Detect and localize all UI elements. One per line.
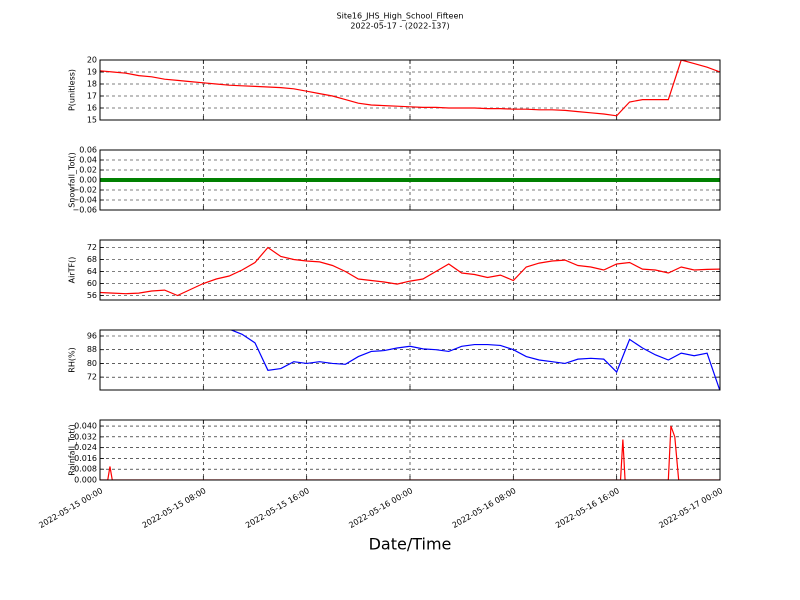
y-tick-label: 0.000 [74, 476, 97, 485]
axes-frame [99, 59, 721, 121]
y-tick-label: 68 [87, 255, 97, 264]
axes-frame [99, 329, 721, 391]
axes-frame [99, 149, 721, 211]
y-tick-label: 0.024 [74, 443, 97, 452]
y-tick-label: 15 [87, 116, 97, 125]
y-tick-label: −0.06 [72, 206, 97, 215]
y-tick-label: 96 [87, 332, 97, 341]
plot-area [100, 425, 720, 480]
axes-frame [99, 239, 721, 301]
y-tick-label: 0.032 [74, 432, 97, 441]
y-tick-label: −0.02 [72, 186, 97, 195]
y-tick-label: 0.008 [74, 465, 97, 474]
y-tick-label: 60 [87, 279, 97, 288]
data-line [100, 60, 720, 117]
y-tick-label: 17 [87, 92, 97, 101]
y-tick-label: 0.00 [79, 176, 97, 185]
y-tick-label: 56 [87, 291, 97, 300]
y-axis-label: P(unitless) [68, 69, 77, 111]
y-tick-label: 0.04 [79, 156, 97, 165]
y-tick-label: 0.02 [79, 166, 97, 175]
y-tick-label: −0.04 [72, 196, 97, 205]
x-axis-label: Date/Time [369, 535, 452, 554]
plot-area [100, 60, 720, 117]
chart-title: Site16_JHS_High_School_Fifteen [337, 12, 464, 21]
y-axis-label: Rainfall_Tot() [68, 424, 77, 476]
y-tick-label: 64 [87, 267, 97, 276]
y-tick-label: 0.016 [74, 454, 97, 463]
y-tick-label: 88 [87, 345, 97, 354]
y-tick-label: 18 [87, 80, 97, 89]
y-tick-label: 80 [87, 359, 97, 368]
y-tick-label: 16 [87, 104, 97, 113]
axes-frame [99, 419, 721, 481]
plot-area [100, 246, 720, 297]
y-axis-label: AirTF() [68, 257, 77, 284]
plot-area [229, 330, 720, 390]
chart-subtitle: 2022-05-17 - (2022-137) [350, 22, 449, 31]
y-tick-label: 20 [87, 56, 97, 65]
y-tick-label: 72 [87, 243, 97, 252]
data-line [229, 330, 720, 390]
data-line [100, 246, 720, 297]
y-tick-label: 72 [87, 373, 97, 382]
y-tick-label: 19 [87, 68, 97, 77]
y-tick-label: 0.06 [79, 146, 97, 155]
data-line [100, 425, 720, 480]
y-axis-label: RH(%) [68, 347, 77, 372]
y-axis-label: Snowfall_Tot() [68, 152, 77, 208]
y-tick-label: 0.040 [74, 422, 97, 431]
